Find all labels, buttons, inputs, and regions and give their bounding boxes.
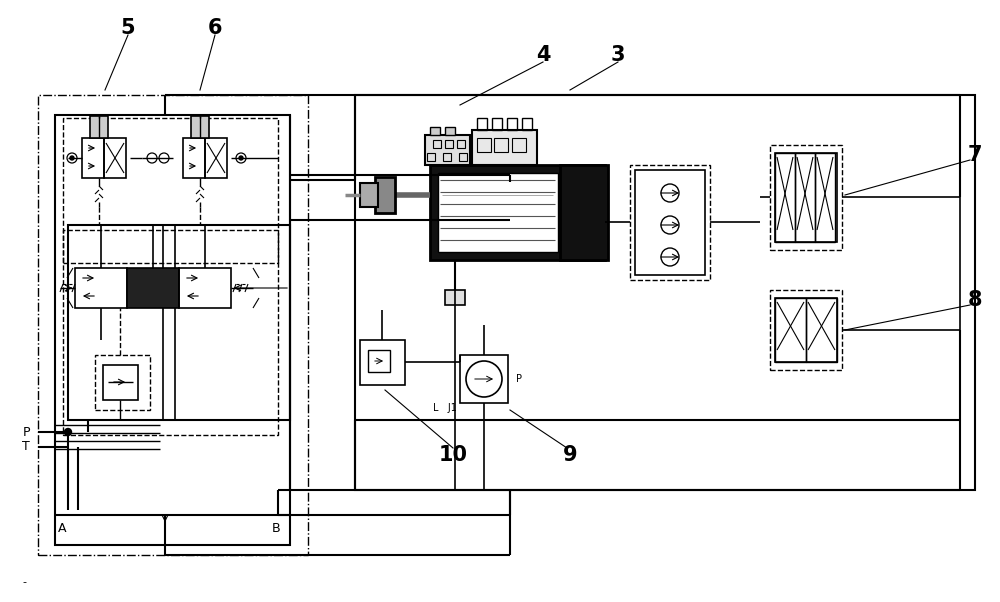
Text: 10: 10 xyxy=(438,445,468,465)
Bar xyxy=(90,116,108,138)
Bar xyxy=(360,340,405,385)
Bar xyxy=(104,138,126,178)
Text: 5: 5 xyxy=(121,18,135,38)
Bar xyxy=(68,225,163,420)
Text: P: P xyxy=(22,426,30,438)
Bar xyxy=(355,95,975,490)
Bar xyxy=(95,355,150,410)
Bar xyxy=(63,118,278,263)
Bar xyxy=(183,138,205,178)
Bar xyxy=(438,173,558,252)
Bar xyxy=(460,355,508,403)
Circle shape xyxy=(239,156,243,160)
Bar xyxy=(457,140,465,148)
Bar xyxy=(815,153,835,242)
Text: 8: 8 xyxy=(968,290,982,310)
Bar xyxy=(205,138,227,178)
Bar xyxy=(770,145,842,250)
Circle shape xyxy=(64,429,72,435)
Text: L   J1: L J1 xyxy=(433,403,457,413)
Bar xyxy=(360,183,378,207)
Bar xyxy=(425,135,470,165)
Text: T: T xyxy=(22,441,30,453)
Bar xyxy=(63,230,278,435)
Text: 3: 3 xyxy=(611,45,625,65)
Bar xyxy=(507,118,517,130)
Bar xyxy=(103,365,138,400)
Bar xyxy=(445,140,453,148)
Bar xyxy=(445,127,455,135)
Text: P: P xyxy=(516,374,522,384)
Bar xyxy=(430,127,440,135)
Bar xyxy=(775,298,837,362)
Bar xyxy=(477,138,491,152)
Bar xyxy=(775,298,806,362)
Bar xyxy=(477,118,487,130)
Bar xyxy=(55,115,290,545)
Bar xyxy=(82,138,104,178)
Circle shape xyxy=(70,156,74,160)
Bar xyxy=(375,177,395,213)
Bar xyxy=(635,170,705,275)
Bar xyxy=(512,138,526,152)
Bar xyxy=(433,140,441,148)
Text: 6: 6 xyxy=(208,18,222,38)
Bar xyxy=(459,153,467,161)
Bar xyxy=(191,116,209,138)
Bar xyxy=(443,153,451,161)
Bar xyxy=(368,350,390,372)
Bar xyxy=(494,138,508,152)
Bar xyxy=(445,290,465,305)
Text: 4: 4 xyxy=(536,45,550,65)
Bar xyxy=(775,153,795,242)
Text: 9: 9 xyxy=(563,445,577,465)
Text: A: A xyxy=(58,521,66,535)
Text: -: - xyxy=(22,577,26,587)
Bar xyxy=(427,153,435,161)
Bar xyxy=(68,225,290,420)
Bar xyxy=(492,118,502,130)
Bar xyxy=(522,118,532,130)
Bar xyxy=(175,225,290,420)
Bar xyxy=(127,268,179,308)
Bar xyxy=(472,130,537,165)
Bar xyxy=(38,95,308,555)
Bar xyxy=(75,268,127,308)
Bar xyxy=(560,165,608,260)
Bar xyxy=(179,268,231,308)
Bar xyxy=(795,153,815,242)
Bar xyxy=(430,165,605,260)
Bar xyxy=(775,153,837,242)
Bar xyxy=(630,165,710,280)
Text: B: B xyxy=(271,521,280,535)
Bar xyxy=(806,298,837,362)
Bar xyxy=(770,290,842,370)
Text: 7: 7 xyxy=(968,145,982,165)
